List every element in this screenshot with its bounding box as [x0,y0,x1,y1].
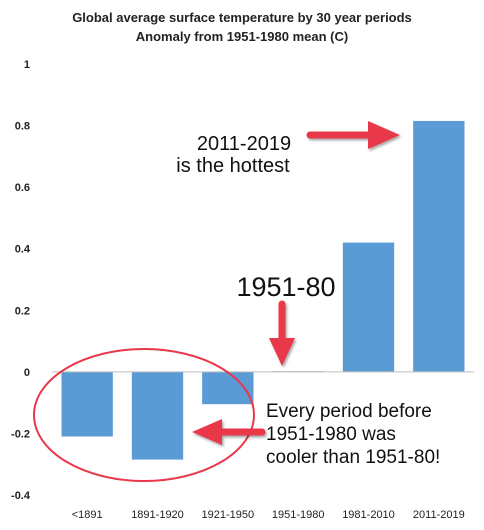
annotation-cooler: Every period before 1951-1980 was cooler… [33,348,440,482]
bars [61,120,465,460]
x-tick-label: 1891-1920 [131,509,184,521]
y-tick-label: 0.8 [15,121,30,133]
bar [131,371,184,460]
arrow-left-icon [192,419,266,445]
annotation-cooler-line-1: Every period before [266,401,432,422]
annotation-cooler-line-3: cooler than 1951-80! [266,447,440,468]
annotation-baseline-line-1: 1951-80 [236,272,335,302]
bar [202,371,254,405]
x-tick-label: 2011-2019 [413,509,465,521]
x-tick-label: 1981-2010 [342,509,395,521]
y-tick-label: 0.6 [15,182,30,194]
arrow-right-icon [306,121,400,149]
annotation-cooler-line-2: 1951-1980 was [266,424,396,445]
x-tick-label: 1921-1950 [202,509,255,521]
bar [61,371,113,437]
chart-subtitle: Anomaly from 1951-1980 mean (C) [136,29,348,44]
y-tick-label: 1 [24,59,30,71]
y-tick-label: -0.4 [11,490,31,502]
x-tick-label: <1891 [72,509,103,521]
chart-title: Global average surface temperature by 30… [72,10,412,25]
annotation-baseline: 1951-80 [236,272,336,366]
y-tick-label: -0.2 [11,428,30,440]
y-axis: -0.4 -0.2 0 0.2 0.4 0.6 0.8 1 [11,59,31,502]
bar [413,120,465,372]
y-tick-label: 0.4 [15,244,31,256]
y-tick-label: 0 [24,367,30,379]
x-axis: <1891 1891-1920 1921-1950 1951-1980 1981-201… [72,509,465,521]
x-tick-label: 1951-1980 [272,509,325,521]
annotation-hottest-line-2: is the hottest [176,155,290,177]
annotation-hottest: 2011-2019 is the hottest [176,121,400,177]
bar [342,242,395,372]
y-tick-label: 0.2 [15,305,30,317]
annotation-hottest-line-1: 2011-2019 [197,133,291,155]
arrow-down-icon [269,300,295,366]
highlight-ellipse [33,348,255,482]
